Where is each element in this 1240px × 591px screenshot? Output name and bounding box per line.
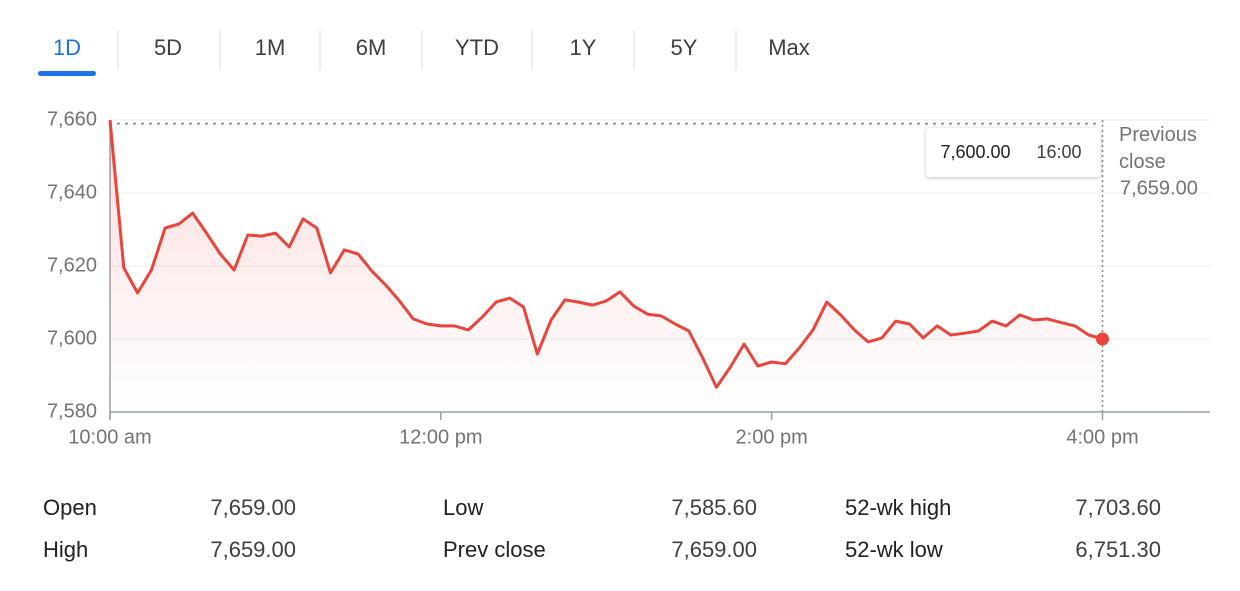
x-tick-label: 12:00 pm	[399, 426, 482, 448]
range-tab[interactable]: Max	[768, 35, 810, 60]
tooltip-value: 7,600.00	[940, 142, 1010, 162]
range-tab[interactable]: 6M	[356, 35, 387, 60]
stat-label: Open	[43, 495, 97, 520]
stat-value: 6,751.30	[1075, 537, 1161, 562]
tooltip-box	[926, 128, 1101, 177]
tooltip-time: 16:00	[1036, 142, 1081, 162]
stat-value: 7,659.00	[210, 537, 296, 562]
area-fill	[110, 120, 1103, 412]
last-point	[1095, 332, 1109, 346]
range-tab[interactable]: 1D	[53, 35, 81, 60]
range-tab[interactable]: 5Y	[671, 35, 698, 60]
stat-label: Prev close	[443, 537, 546, 562]
y-tick-label: 7,620	[47, 254, 97, 276]
active-tab-underline	[38, 71, 96, 76]
previous-close-label-box: Previous close	[1119, 124, 1197, 173]
stat-value: 7,585.60	[671, 495, 757, 520]
y-tick-label: 7,640	[47, 181, 97, 203]
previous-close-value: 7,659.00	[1120, 177, 1198, 199]
y-tick-label: 7,580	[47, 400, 97, 422]
range-tab[interactable]: 1M	[255, 35, 286, 60]
y-tick-label: 7,600	[47, 327, 97, 349]
stat-value: 7,659.00	[671, 537, 757, 562]
previous-close-label: Previous close	[1119, 124, 1197, 173]
range-tab[interactable]: 1Y	[570, 35, 597, 60]
range-tab[interactable]: 5D	[154, 35, 182, 60]
x-tick-label: 10:00 am	[68, 426, 151, 448]
stat-label: 52-wk low	[845, 537, 943, 562]
stat-label: High	[43, 537, 88, 562]
x-tick-label: 4:00 pm	[1066, 426, 1138, 448]
x-tick-label: 2:00 pm	[736, 426, 808, 448]
stat-value: 7,703.60	[1075, 495, 1161, 520]
stat-label: 52-wk high	[845, 495, 951, 520]
price-line	[108, 119, 1103, 389]
stat-value: 7,659.00	[210, 495, 296, 520]
range-tab[interactable]: YTD	[455, 35, 499, 60]
y-tick-label: 7,660	[47, 108, 97, 130]
stat-label: Low	[443, 495, 483, 520]
